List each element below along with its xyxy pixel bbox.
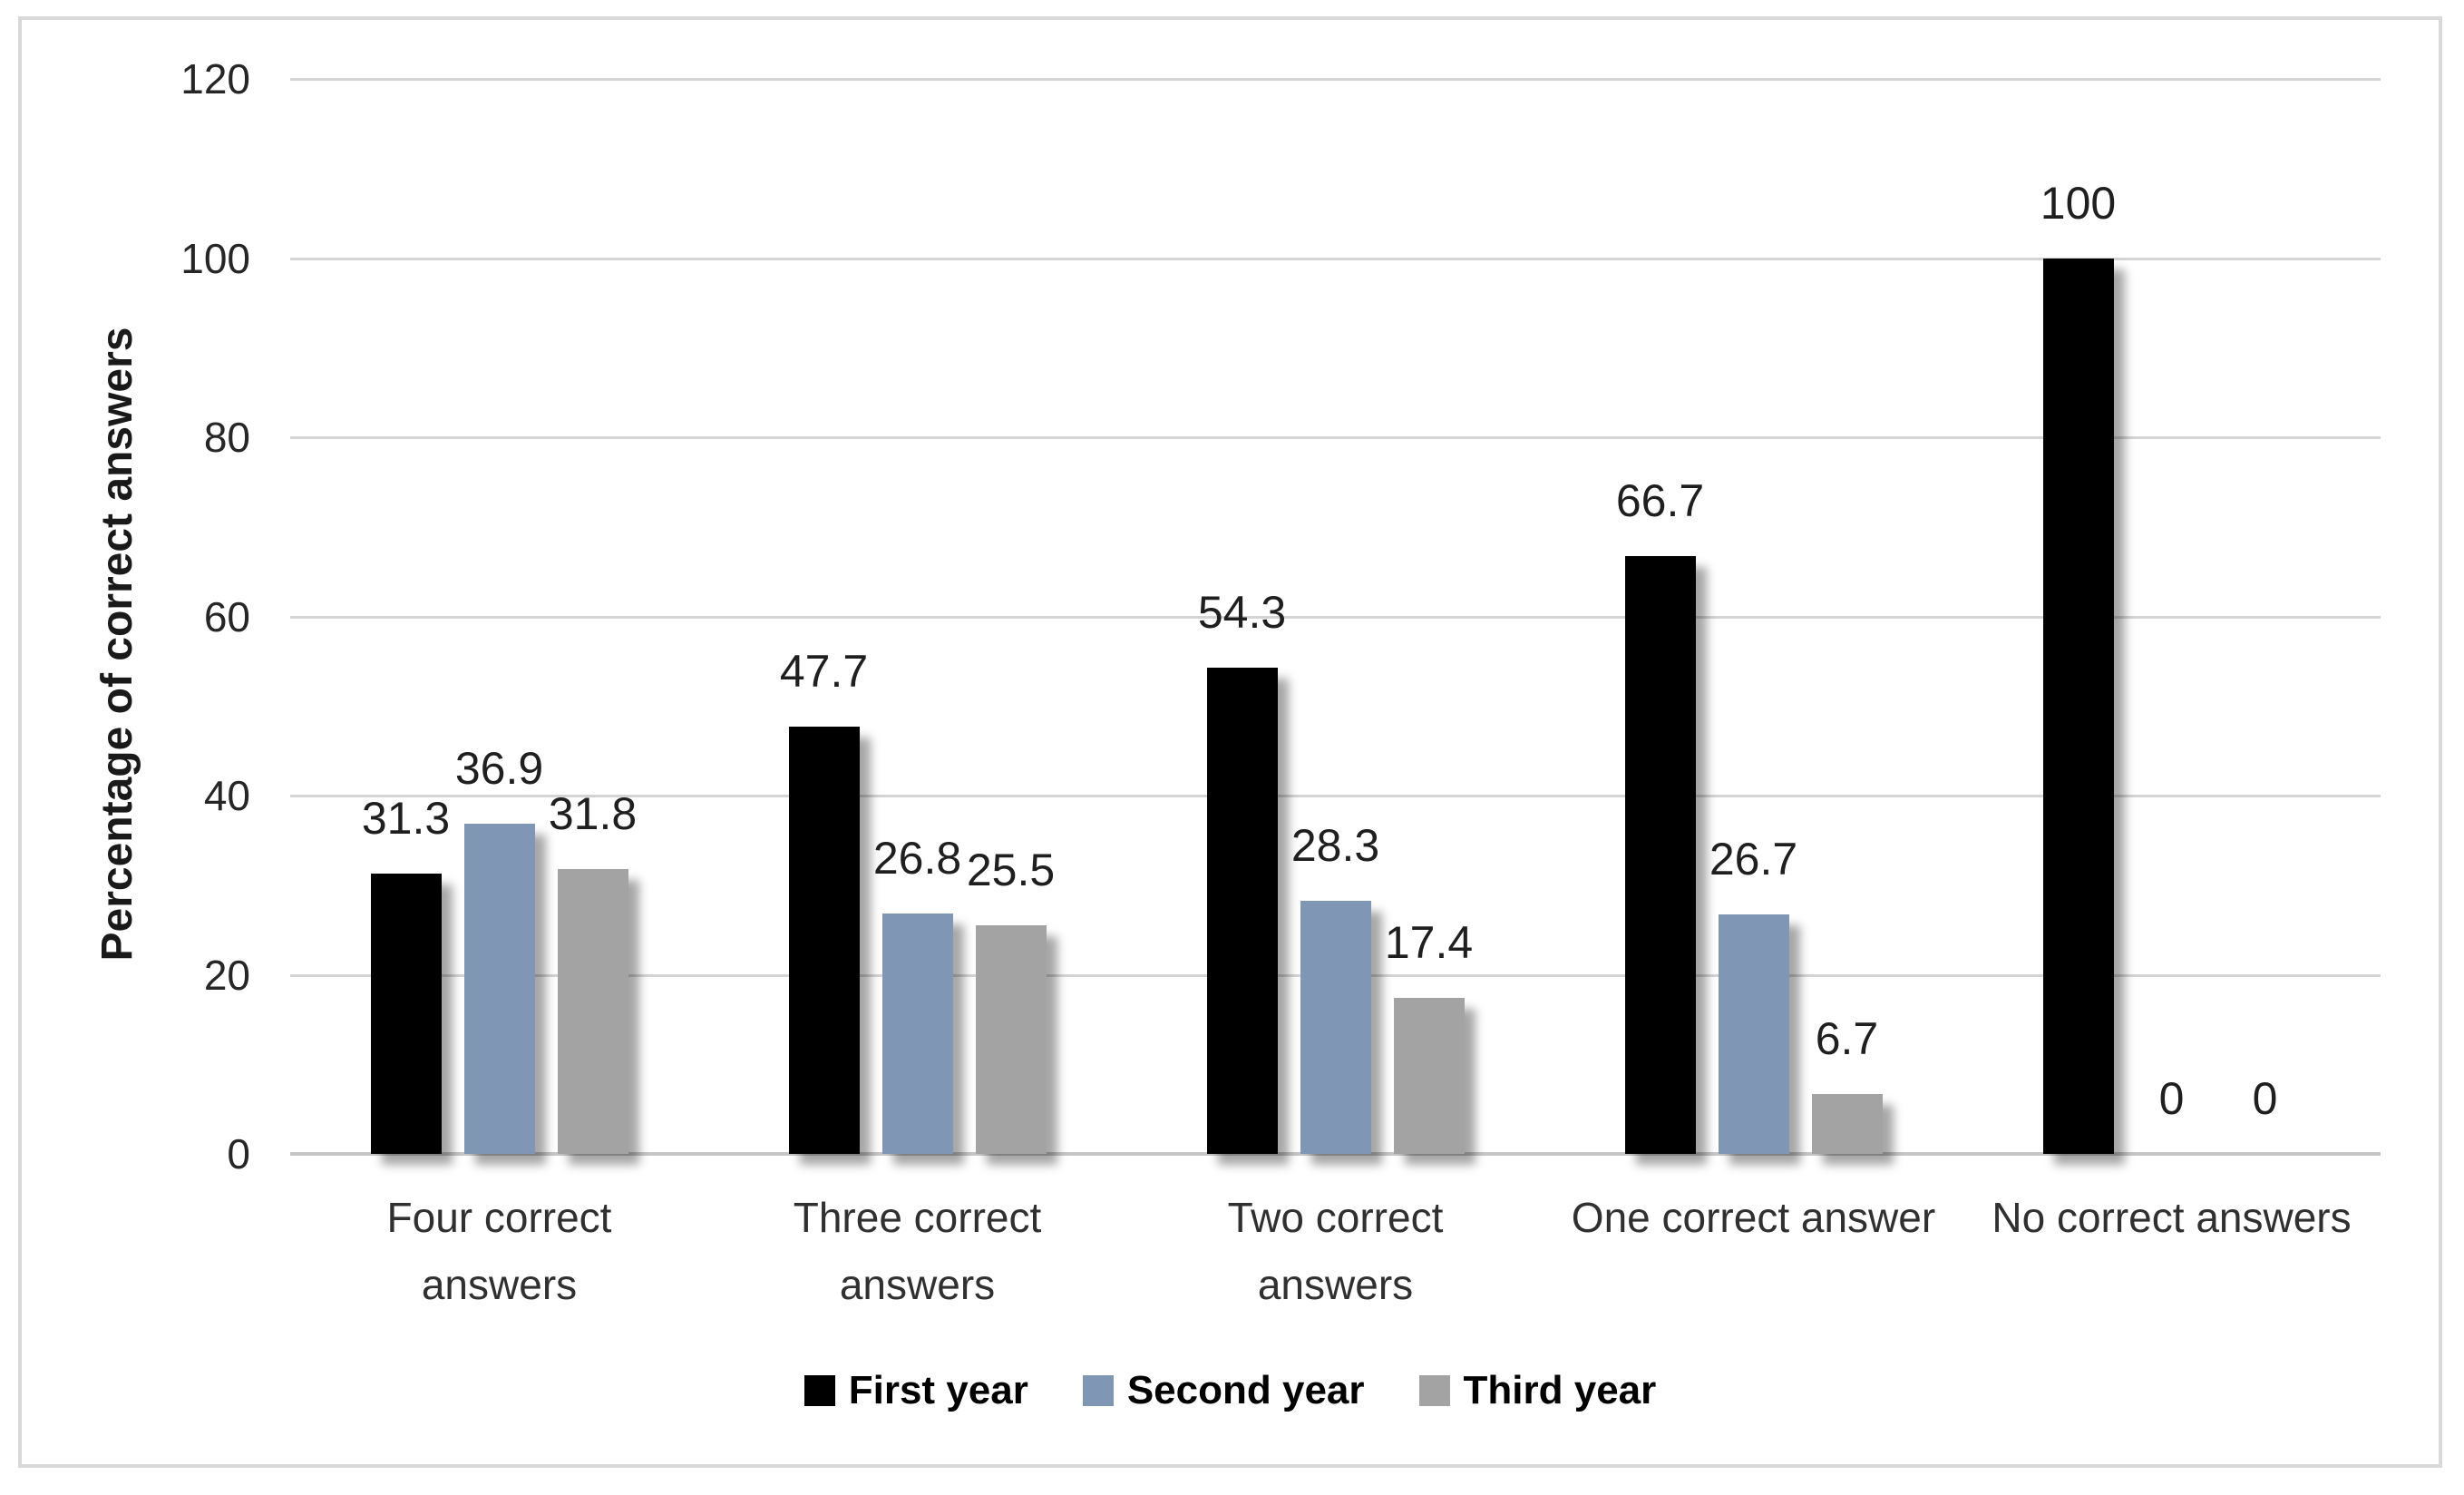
y-tick-label-80: 80 (203, 414, 250, 461)
x-axis-label-no-correct-answers: No correct answers (1963, 1184, 2381, 1251)
legend-item-second-year: Second year (1082, 1368, 1365, 1413)
gridline-120 (290, 78, 2381, 81)
x-axis-label-four-correct-answers: Four correct answers (291, 1184, 708, 1318)
gridline-100 (290, 257, 2381, 260)
gridline-40 (290, 795, 2381, 797)
x-axis-label-line: No correct answers (1992, 1194, 2352, 1241)
legend-item-first-year: First year (803, 1368, 1028, 1413)
legend-item-third-year: Third year (1418, 1368, 1657, 1413)
data-label-first-year-one-correct-answer: 66.7 (1615, 475, 1705, 527)
x-axis-label-line: answers (839, 1261, 996, 1308)
x-axis-label-one-correct-answer: One correct answer (1545, 1184, 1962, 1251)
gridline-60 (290, 615, 2381, 619)
x-axis-label-two-correct-answers: Two correct answers (1127, 1184, 1544, 1318)
bar-first-year-no-correct-answers (2042, 258, 2114, 1154)
x-axis-label-line: One correct answer (1571, 1194, 1936, 1241)
x-axis-line (290, 1152, 2381, 1156)
bar-third-year-four-correct-answers (557, 868, 628, 1154)
data-label-first-year-two-correct-answers: 54.3 (1197, 586, 1287, 638)
legend-label-third-year: Third year (1463, 1368, 1657, 1412)
bar-third-year-three-correct-answers (975, 925, 1047, 1154)
x-axis-label-line: Two correct (1227, 1194, 1444, 1241)
data-label-second-year-one-correct-answer: 26.7 (1709, 834, 1798, 885)
legend-swatch-second-year (1082, 1375, 1114, 1406)
data-label-first-year-no-correct-answers: 100 (2040, 177, 2117, 229)
legend-label-second-year: Second year (1126, 1368, 1365, 1412)
gridline-80 (290, 436, 2381, 439)
x-axis-label-line: Three correct (793, 1194, 1042, 1241)
data-label-second-year-three-correct-answers: 26.8 (872, 833, 962, 884)
data-label-third-year-two-correct-answers: 17.4 (1384, 917, 1474, 969)
legend-swatch-third-year (1418, 1375, 1450, 1406)
x-axis-label-line: Four correct (386, 1194, 612, 1241)
legend-label-first-year: First year (848, 1368, 1028, 1412)
data-label-second-year-two-correct-answers: 28.3 (1290, 819, 1380, 871)
data-label-third-year-four-correct-answers: 31.8 (548, 787, 638, 839)
legend: First year Second year Third year (18, 1359, 2442, 1422)
x-axis-label-three-correct-answers: Three correct answers (709, 1184, 1126, 1318)
data-label-second-year-no-correct-answers: 0 (2158, 1073, 2185, 1124)
bar-second-year-four-correct-answers (463, 823, 535, 1154)
bar-first-year-three-correct-answers (788, 726, 860, 1154)
x-axis-label-line: answers (421, 1261, 578, 1308)
y-tick-label-120: 120 (180, 55, 250, 103)
bar-first-year-two-correct-answers (1206, 667, 1278, 1154)
y-tick-label-20: 20 (203, 951, 250, 999)
x-axis-label-line: answers (1257, 1261, 1414, 1308)
data-label-third-year-no-correct-answers: 0 (2252, 1073, 2278, 1124)
bar-third-year-two-correct-answers (1393, 998, 1465, 1154)
data-label-second-year-four-correct-answers: 36.9 (454, 742, 544, 794)
data-label-first-year-four-correct-answers: 31.3 (361, 792, 451, 844)
y-tick-label-60: 60 (203, 592, 250, 640)
y-tick-label-0: 0 (227, 1130, 250, 1177)
y-axis-title: Percentage of correct answers (93, 327, 141, 962)
legend-swatch-first-year (803, 1375, 835, 1406)
bar-first-year-one-correct-answer (1624, 556, 1696, 1154)
bar-third-year-one-correct-answer (1811, 1093, 1883, 1154)
y-tick-label-40: 40 (203, 772, 250, 819)
bar-second-year-two-correct-answers (1300, 900, 1371, 1154)
bar-second-year-three-correct-answers (881, 914, 953, 1154)
bar-second-year-one-correct-answer (1718, 914, 1789, 1154)
data-label-third-year-one-correct-answer: 6.7 (1815, 1012, 1879, 1064)
y-tick-label-100: 100 (180, 234, 250, 282)
data-label-first-year-three-correct-answers: 47.7 (779, 645, 869, 697)
data-label-third-year-three-correct-answers: 25.5 (966, 845, 1056, 896)
bar-first-year-four-correct-answers (370, 873, 442, 1154)
